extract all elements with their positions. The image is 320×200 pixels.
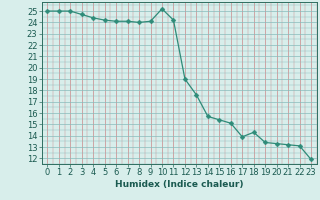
X-axis label: Humidex (Indice chaleur): Humidex (Indice chaleur) (115, 180, 244, 189)
